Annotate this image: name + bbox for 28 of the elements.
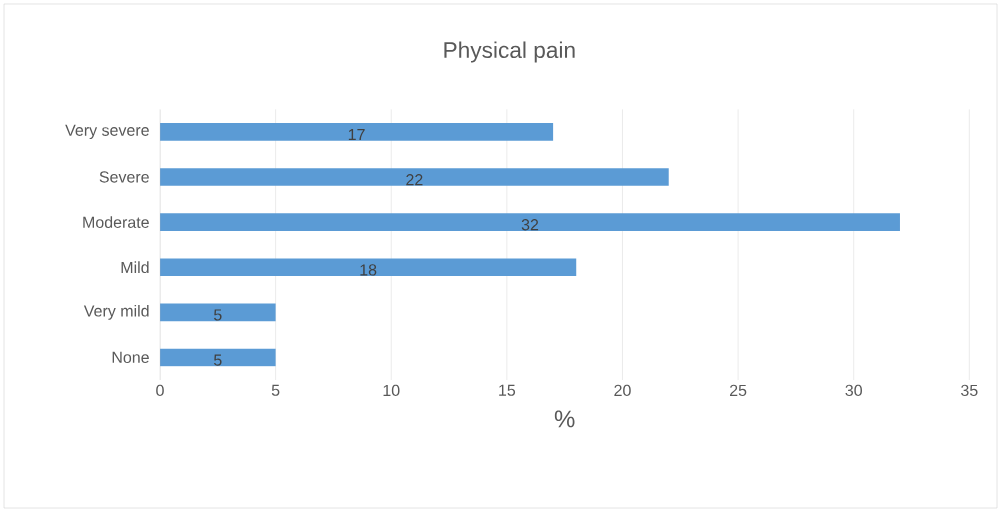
data-label: 5 [214,354,222,366]
y-tick-label: Mild [121,261,149,274]
x-tick-label: 25 [729,384,747,397]
y-tick-label: Very severe [65,124,149,140]
data-label: 5 [214,309,222,321]
bar [160,213,900,231]
x-tick-label: 15 [499,384,516,396]
data-label: 18 [360,264,377,276]
x-axis-title: % [554,410,575,428]
x-tick-label: 10 [383,384,400,397]
x-tick-label: 20 [614,384,631,397]
bar [160,168,669,186]
data-label: 17 [348,129,365,141]
y-tick-label: Severe [99,171,149,183]
bar [160,303,276,322]
y-tick-label: Very mild [83,304,149,320]
chart-title: Physical pain [444,41,575,63]
data-label: 22 [406,174,423,186]
bar [160,258,577,277]
x-tick-label: 30 [845,384,862,397]
bar [160,123,554,141]
y-tick-label: None [112,351,149,364]
y-tick-label: Moderate [83,216,149,228]
x-tick-label: 5 [271,384,280,396]
x-tick-label: 35 [961,384,978,397]
data-label: 32 [521,219,539,231]
x-tick-label: 0 [156,384,164,397]
bar [160,348,276,367]
